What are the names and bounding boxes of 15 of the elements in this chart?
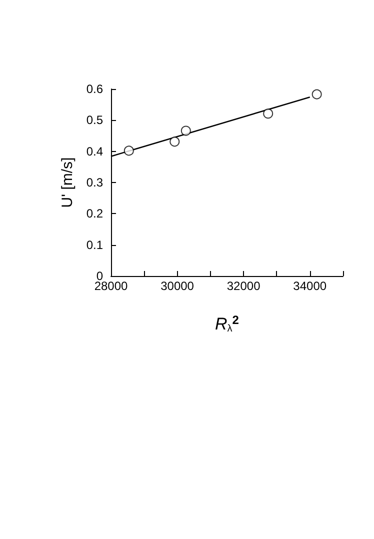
point bbox=[170, 136, 180, 147]
point bbox=[263, 108, 274, 119]
y-tick-label: 0.1 bbox=[86, 238, 104, 252]
y-tick-label: 0.3 bbox=[86, 176, 104, 190]
y-axis-title: U' [m/s] bbox=[59, 157, 76, 208]
y-tick-label: 0.2 bbox=[86, 206, 104, 221]
point bbox=[124, 146, 134, 156]
point bbox=[180, 126, 191, 136]
point bbox=[312, 89, 322, 100]
x-tick-label: 32000 bbox=[226, 279, 261, 293]
y-tick-label: 0.5 bbox=[86, 113, 104, 128]
y-tick-label: 0.4 bbox=[86, 144, 104, 158]
x-tick-label: 34000 bbox=[293, 279, 327, 293]
y-tick-label: 0.6 bbox=[86, 82, 104, 96]
x-tick-label: 30000 bbox=[160, 279, 194, 293]
